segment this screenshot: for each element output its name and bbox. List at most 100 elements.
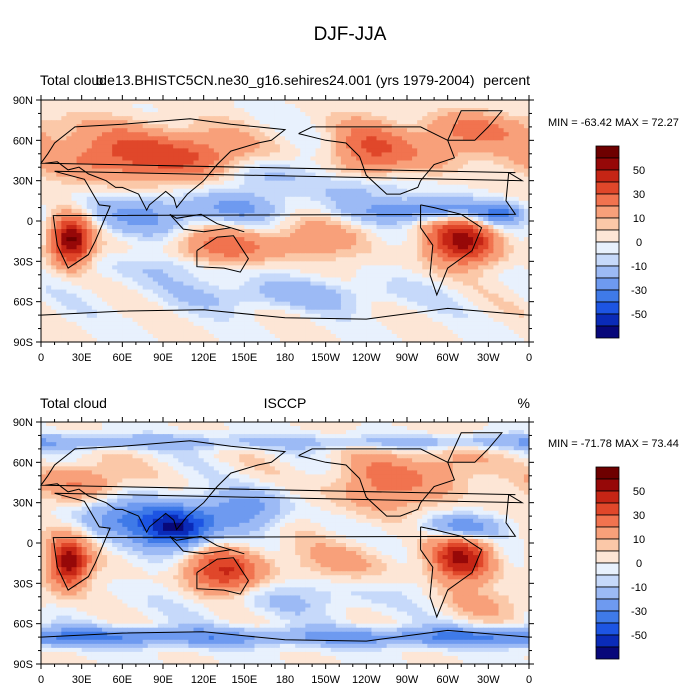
field-cell <box>310 184 317 190</box>
field-cell <box>279 289 286 295</box>
field-cell <box>229 253 235 258</box>
field-cell <box>274 156 281 162</box>
field-cell <box>483 200 489 206</box>
field-cell <box>152 132 159 137</box>
field-cell <box>249 196 256 202</box>
field-cell <box>91 216 98 222</box>
field-cell <box>457 188 464 194</box>
field-cell <box>488 285 495 291</box>
field-cell <box>51 281 57 287</box>
field-cell <box>183 261 190 266</box>
field-cell <box>356 180 362 186</box>
field-cell <box>432 249 439 254</box>
field-cell <box>127 132 134 137</box>
field-cell <box>437 212 444 218</box>
field-cell <box>112 136 118 141</box>
field-cell <box>259 128 266 133</box>
field-cell <box>386 269 393 275</box>
field-cell <box>305 160 312 166</box>
field-cell <box>193 265 200 270</box>
field-cell <box>468 273 474 279</box>
field-cell <box>91 241 98 246</box>
field-cell <box>107 192 113 198</box>
field-cell <box>168 136 174 141</box>
field-cell <box>381 208 388 214</box>
field-cell <box>351 132 357 137</box>
field-cell <box>396 168 403 174</box>
field-cell <box>452 225 459 230</box>
field-cell <box>315 112 322 117</box>
field-cell <box>462 261 469 266</box>
field-cell <box>361 305 367 311</box>
field-cell <box>112 140 118 145</box>
field-cell <box>122 200 129 206</box>
field-cell <box>259 188 266 194</box>
field-cell <box>437 229 444 234</box>
field-cell <box>51 225 57 230</box>
field-cell <box>173 164 179 170</box>
field-cell <box>279 277 286 283</box>
field-cell <box>127 156 134 162</box>
field-cell <box>417 245 423 250</box>
field-cell <box>244 176 251 182</box>
field-cell <box>483 212 489 218</box>
field-cell <box>371 233 378 238</box>
field-cell <box>127 285 134 291</box>
field-cell <box>76 281 83 287</box>
field-cell <box>81 132 88 137</box>
field-cell <box>132 176 139 182</box>
field-cell <box>132 221 139 226</box>
field-cell <box>523 253 530 258</box>
field-cell <box>366 293 373 299</box>
field-cell <box>117 257 123 262</box>
field-cell <box>407 229 413 234</box>
field-cell <box>264 229 271 234</box>
field-cell <box>473 229 479 234</box>
field-cell <box>91 301 98 307</box>
field-cell <box>193 124 200 129</box>
field-cell <box>422 221 428 226</box>
field-cell <box>127 136 134 141</box>
field-cell <box>122 132 129 137</box>
field-cell <box>417 253 423 258</box>
field-cell <box>315 204 322 210</box>
field-cell <box>285 216 291 222</box>
field-cell <box>493 184 500 190</box>
field-cell <box>447 152 454 158</box>
field-cell <box>462 116 469 121</box>
field-cell <box>117 281 123 287</box>
field-cell <box>503 204 510 210</box>
field-cell <box>386 249 393 254</box>
field-cell <box>412 257 418 262</box>
field-cell <box>468 241 474 246</box>
field-cell <box>437 196 444 202</box>
field-cell <box>102 241 108 246</box>
field-cell <box>442 261 449 266</box>
field-cell <box>117 136 123 141</box>
field-cell <box>407 237 413 242</box>
field-cell <box>457 253 464 258</box>
field-cell <box>503 237 510 242</box>
field-cell <box>391 204 398 210</box>
field-cell <box>391 140 398 145</box>
field-cell <box>381 108 388 113</box>
field-cell <box>340 249 347 254</box>
field-cell <box>295 229 301 234</box>
field-cell <box>447 140 454 145</box>
field-cell <box>437 116 444 121</box>
field-cell <box>513 120 520 125</box>
field-cell <box>417 216 423 222</box>
field-cell <box>132 104 139 109</box>
field-cell <box>462 204 469 210</box>
field-cell <box>371 241 378 246</box>
field-cell <box>198 216 205 222</box>
field-cell <box>335 200 342 206</box>
field-cell <box>117 116 123 121</box>
field-cell <box>198 257 205 262</box>
field-cell <box>234 221 240 226</box>
field-cell <box>503 152 510 158</box>
field-cell <box>208 216 215 222</box>
field-cell <box>335 140 342 145</box>
field-cell <box>371 265 378 270</box>
field-cell <box>447 160 454 166</box>
